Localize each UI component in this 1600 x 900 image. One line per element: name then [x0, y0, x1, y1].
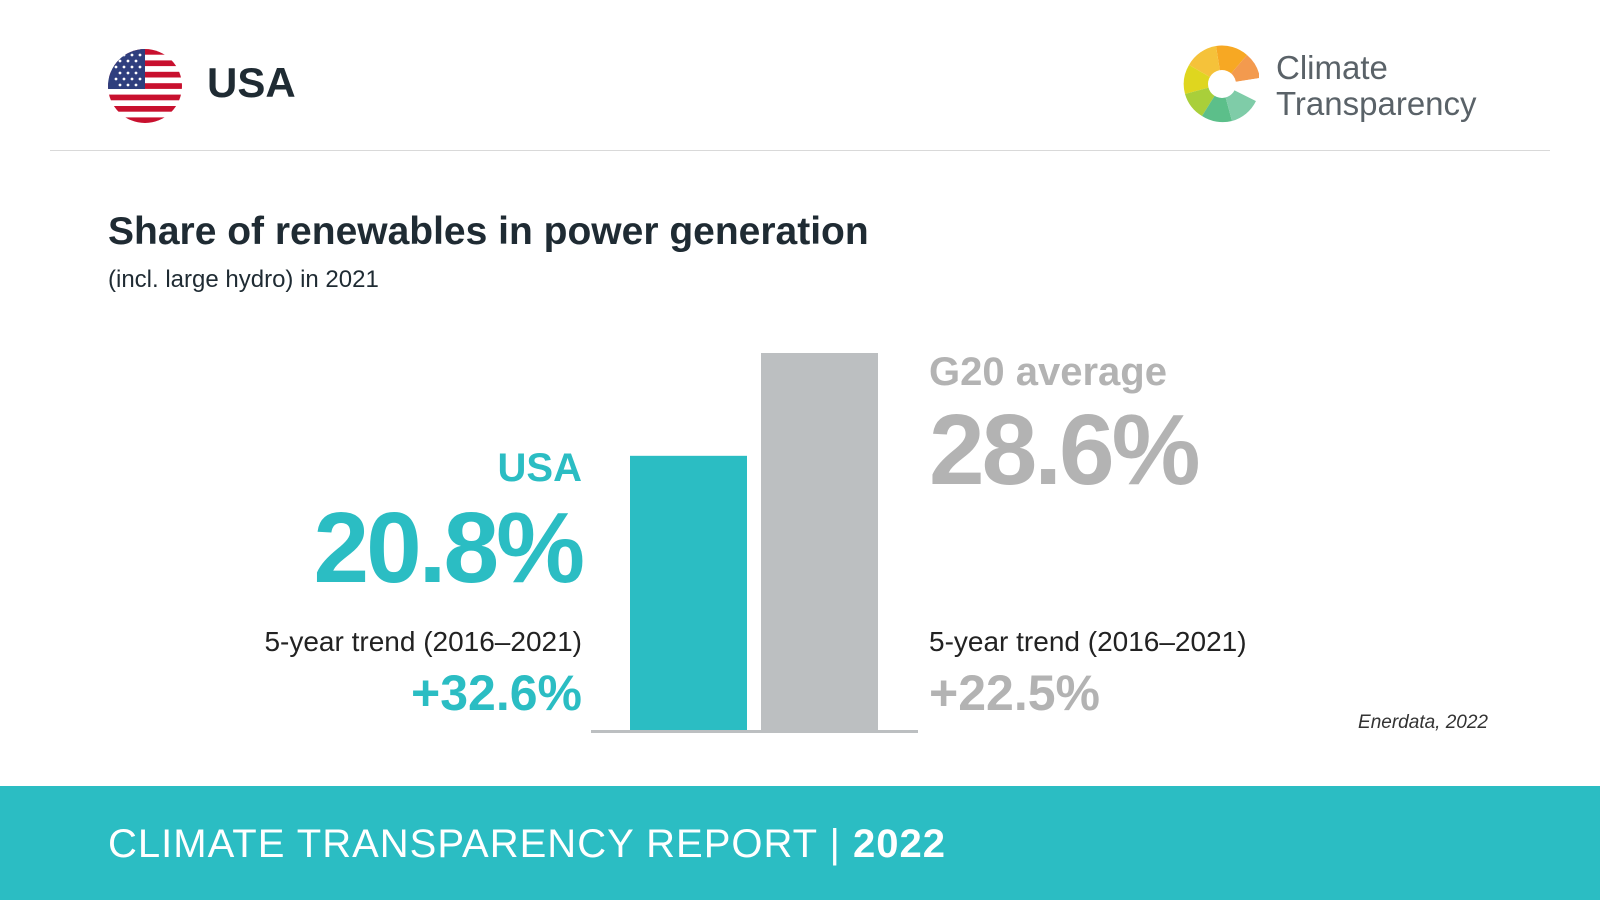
logo-line-1: Climate — [1276, 49, 1388, 86]
source-note: Enerdata, 2022 — [1358, 712, 1488, 733]
g20-trend-label: 5-year trend (2016–2021) — [929, 626, 1247, 657]
bar-usa — [630, 455, 747, 730]
g20-series-label: G20 average — [929, 350, 1167, 394]
footer-banner — [0, 786, 1600, 900]
chart-title: Share of renewables in power generation — [108, 210, 869, 253]
g20-value-label: 28.6% — [929, 394, 1201, 506]
usa-trend-value: +32.6% — [411, 665, 582, 721]
g20-trend-value: +22.5% — [929, 665, 1100, 721]
bar-g20-average — [761, 353, 878, 730]
chart-subtitle: (incl. large hydro) in 2021 — [108, 266, 379, 293]
usa-value-label: 20.8% — [313, 492, 585, 604]
logo-line-2: Transparency — [1276, 85, 1477, 122]
header-divider — [50, 150, 1550, 151]
footer-label: CLIMATE TRANSPARENCY REPORT — [108, 822, 818, 866]
usa-trend-label: 5-year trend (2016–2021) — [264, 626, 582, 657]
footer-separator: | — [829, 822, 841, 866]
logo-text: Climate Transparency — [1276, 50, 1477, 122]
usa-series-label: USA — [497, 446, 582, 490]
climate-transparency-logo-icon — [1183, 45, 1259, 123]
country-title: USA — [207, 59, 296, 106]
footer-year: 2022 — [853, 822, 947, 866]
usa-flag-icon — [108, 49, 182, 123]
footer-text: CLIMATE TRANSPARENCY REPORT | 2022 — [108, 822, 946, 867]
